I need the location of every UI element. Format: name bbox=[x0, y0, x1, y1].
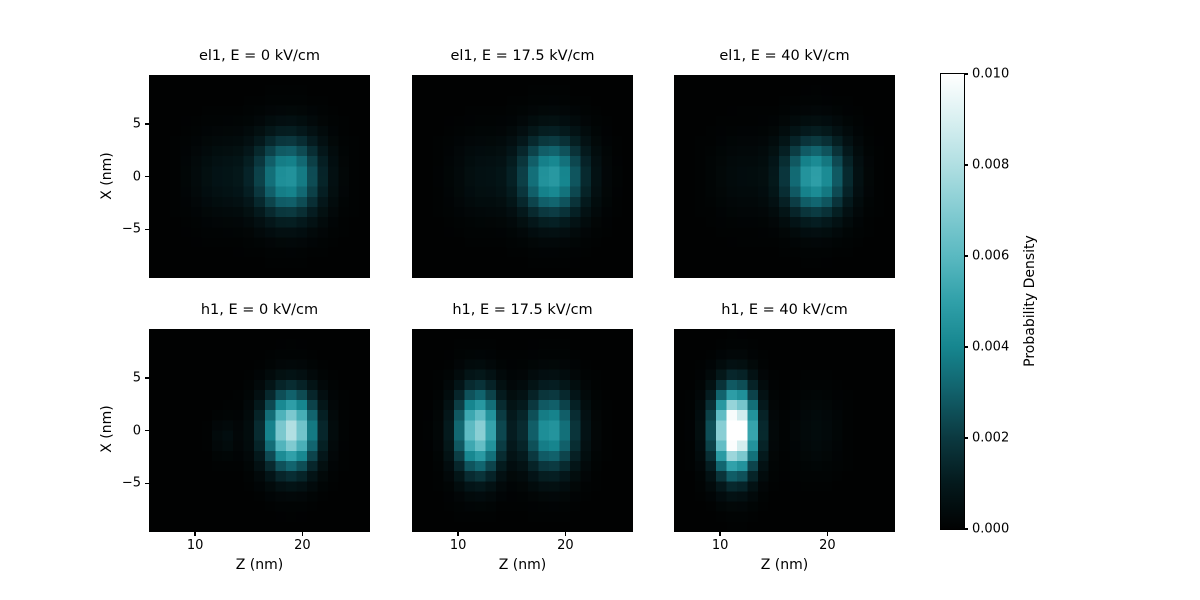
colorbar-tick-label: 0.002 bbox=[972, 430, 1010, 446]
colorbar: 0.010 0.008 0.006 0.004 0.002 0.000 bbox=[940, 67, 1009, 537]
x-tick-mark bbox=[194, 532, 196, 536]
x-tick-mark bbox=[301, 532, 304, 536]
subplot-title: el1, E = 0 kV/cm bbox=[198, 48, 321, 64]
subplot-el1-E17.5: el1, E = 17.5 kV/cm bbox=[412, 48, 633, 278]
y-tick-label: 0 bbox=[132, 169, 141, 185]
colorbar-label: Probability Density bbox=[1022, 235, 1038, 367]
colorbar-tick-mark bbox=[964, 346, 968, 348]
x-tick-label: 10 bbox=[711, 538, 729, 553]
colorbar-tick-label: 0.004 bbox=[972, 339, 1010, 355]
y-axis-label: X (nm) bbox=[99, 152, 115, 200]
subplot-el1-E40: el1, E = 40 kV/cm bbox=[674, 48, 895, 278]
y-tick-label: 5 bbox=[132, 370, 141, 386]
subplot-el1-E0: el1, E = 0 kV/cm 5 0 −5 bbox=[122, 48, 370, 278]
y-tick-mark bbox=[145, 377, 149, 379]
y-tick-mark bbox=[145, 123, 149, 125]
heatmap-canvas-h1-E0 bbox=[149, 329, 370, 532]
heatmap-canvas-h1-E17.5 bbox=[412, 329, 633, 532]
x-tick-label: 20 bbox=[557, 538, 574, 553]
x-tick-mark bbox=[457, 532, 459, 536]
x-tick-mark bbox=[826, 532, 829, 536]
subplot-h1-E17.5: h1, E = 17.5 kV/cm Z (nm) 10 20 bbox=[412, 302, 633, 573]
subplot-title: el1, E = 17.5 kV/cm bbox=[450, 48, 595, 64]
y-tick-label: 0 bbox=[132, 423, 141, 439]
x-tick-label: 10 bbox=[449, 538, 467, 553]
colorbar-tick-mark bbox=[964, 255, 968, 257]
x-tick-mark bbox=[564, 532, 567, 536]
colorbar-tick-mark bbox=[964, 164, 968, 166]
colorbar-tick-mark bbox=[964, 528, 968, 530]
y-tick-mark bbox=[145, 228, 149, 231]
heatmap-canvas-h1-E40 bbox=[674, 329, 895, 532]
y-tick-mark bbox=[145, 430, 149, 432]
colorbar-tick-label: 0.008 bbox=[972, 157, 1010, 173]
x-tick-mark bbox=[719, 532, 721, 536]
y-axis-label: X (nm) bbox=[99, 405, 115, 453]
subplot-h1-E40: h1, E = 40 kV/cm Z (nm) 10 20 bbox=[674, 302, 895, 573]
heatmap-canvas-el1-E0 bbox=[149, 75, 370, 278]
x-axis-label: Z (nm) bbox=[498, 557, 547, 573]
colorbar-tick-label: 0.010 bbox=[972, 66, 1010, 82]
x-tick-label: 20 bbox=[294, 538, 311, 553]
y-tick-label: 5 bbox=[132, 116, 141, 132]
heatmap-canvas-el1-E17.5 bbox=[412, 75, 633, 278]
colorbar-tick-mark bbox=[964, 73, 968, 75]
subplot-h1-E0: h1, E = 0 kV/cm Z (nm) 5 0 −5 10 20 bbox=[122, 302, 370, 573]
y-tick-label: −5 bbox=[121, 475, 141, 491]
y-tick-mark bbox=[145, 482, 149, 485]
colorbar-tick-label: 0.006 bbox=[972, 248, 1010, 264]
subplot-title: h1, E = 40 kV/cm bbox=[721, 302, 848, 318]
colorbar-tick-label: 0.000 bbox=[972, 521, 1010, 537]
x-axis-label: Z (nm) bbox=[760, 557, 809, 573]
subplot-title: h1, E = 0 kV/cm bbox=[200, 302, 319, 318]
subplot-title: el1, E = 40 kV/cm bbox=[719, 48, 850, 64]
heatmap-canvas-el1-E40 bbox=[674, 75, 895, 278]
subplot-title: h1, E = 17.5 kV/cm bbox=[452, 302, 593, 318]
y-tick-mark bbox=[145, 176, 149, 178]
x-axis-label: Z (nm) bbox=[235, 557, 284, 573]
x-tick-label: 10 bbox=[186, 538, 204, 553]
y-tick-label: −5 bbox=[121, 221, 141, 237]
x-tick-label: 20 bbox=[819, 538, 836, 553]
colorbar-tick-mark bbox=[964, 437, 968, 439]
